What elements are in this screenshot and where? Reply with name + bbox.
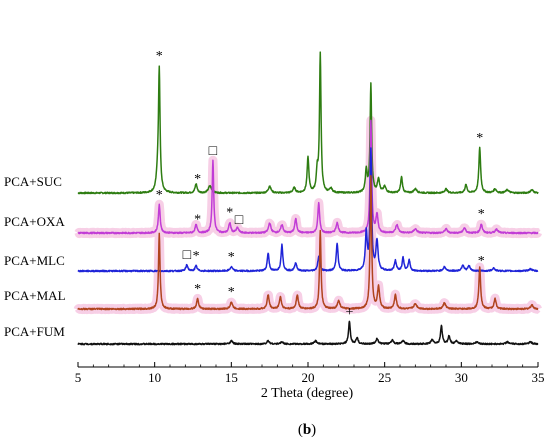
peak-marker: □ xyxy=(209,144,218,159)
series-label: PCA+MLC xyxy=(4,253,65,268)
trace-pca-suc xyxy=(77,51,539,195)
peak-marker: * xyxy=(478,207,485,222)
traces xyxy=(77,51,539,346)
peak-marker: * xyxy=(193,249,200,264)
trace-highlight xyxy=(73,115,543,239)
x-axis: 5 10 15 20 25 30 35 xyxy=(75,362,545,385)
series-label: PCA+FUM xyxy=(4,324,65,339)
peak-marker: * xyxy=(156,49,163,64)
trace-pca-oxa xyxy=(77,119,539,235)
peak-marker: * xyxy=(476,131,483,146)
peak-marker: * xyxy=(194,282,201,297)
peak-marker: □ xyxy=(235,213,244,228)
trace-pca-mlc xyxy=(77,147,539,273)
x-tick-label: 30 xyxy=(455,370,468,385)
peak-marker: * xyxy=(156,188,163,203)
x-tick-label: 5 xyxy=(75,370,82,385)
peak-marker: * xyxy=(478,254,485,269)
series-labels: PCA+SUC PCA+OXA PCA+MLC PCA+MAL PCA+FUM xyxy=(4,174,66,339)
figure-caption: (b) xyxy=(298,422,316,438)
peak-marker: * xyxy=(228,250,235,265)
peak-markers: *****□*□ *□ * * ** *+ xyxy=(156,49,485,320)
peak-marker: * xyxy=(228,285,235,300)
x-tick-label: 15 xyxy=(225,370,238,385)
series-label: PCA+SUC xyxy=(4,174,62,189)
series-label: PCA+MAL xyxy=(4,288,66,303)
peak-marker: □ xyxy=(183,248,192,263)
series-label: PCA+OXA xyxy=(4,214,65,229)
peak-marker: * xyxy=(226,206,233,221)
peak-marker: + xyxy=(345,305,353,320)
trace-pca-mal xyxy=(77,174,539,311)
trace-pca-fum xyxy=(77,320,539,346)
x-tick-label: 10 xyxy=(148,370,161,385)
x-axis-title: 2 Theta (degree) xyxy=(261,386,354,401)
x-tick-label: 25 xyxy=(378,370,391,385)
highlight-bands xyxy=(73,115,543,315)
x-tick-label: 35 xyxy=(532,370,545,385)
peak-marker: * xyxy=(194,172,201,187)
x-tick-label: 20 xyxy=(302,370,315,385)
peak-marker: * xyxy=(194,213,201,228)
trace-highlight xyxy=(73,171,543,315)
